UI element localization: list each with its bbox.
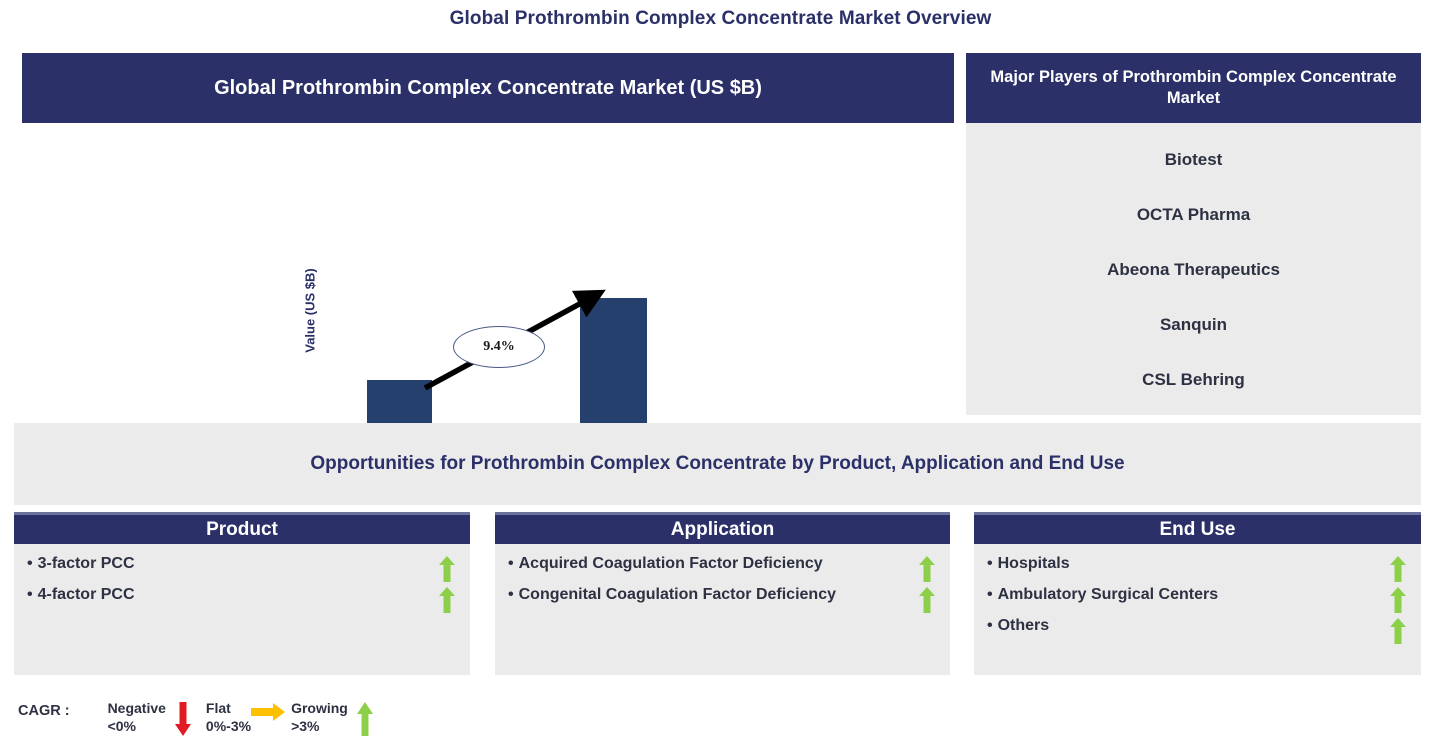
legend-entry-labels: Negative <0% (108, 700, 166, 735)
segment-label-text: Others (997, 617, 1050, 634)
segment-label: • Others (984, 616, 1049, 635)
panel-title-end-use: End Use (1159, 518, 1236, 540)
cagr-value-badge: 9.4% (453, 326, 545, 368)
arrow-right-glyph (251, 703, 286, 721)
chart-plot-area: Value (US $B) 2025 2031 9.4% Source : Lu… (22, 123, 954, 534)
legend-entry-range: <0% (107, 717, 136, 734)
list-item: • Congenital Coagulation Factor Deficienc… (505, 585, 940, 613)
bullet-icon: • (987, 555, 993, 572)
legend-entry-negative: Negative <0% (108, 700, 200, 736)
cagr-value-text: 9.4% (483, 339, 515, 354)
legend-entry-name: Growing (291, 700, 348, 716)
major-players-header: Major Players of Prothrombin Complex Con… (966, 53, 1421, 123)
list-item: • Ambulatory Surgical Centers (984, 585, 1411, 613)
bullet-icon: • (508, 586, 514, 603)
opportunities-banner-title: Opportunities for Prothrombin Complex Co… (310, 453, 1125, 474)
segment-label-text: 3-factor PCC (37, 555, 135, 572)
arrow-up-icon (914, 554, 940, 582)
segment-label: • Hospitals (984, 554, 1070, 573)
arrow-up-icon (434, 585, 460, 613)
arrow-up-icon (914, 585, 940, 613)
segment-label-text: Acquired Coagulation Factor Deficiency (518, 555, 823, 572)
panel-header-product: Product (14, 512, 470, 544)
chart-y-axis-label: Value (US $B) (302, 268, 318, 353)
legend-entry-labels: Flat 0%-3% (206, 700, 251, 735)
market-chart-card: Global Prothrombin Complex Concentrate M… (22, 53, 954, 534)
arrow-up-glyph (1390, 556, 1406, 582)
list-item: • Others (984, 616, 1411, 644)
segment-panel-product: Product • 3-factor PCC • 4-factor PCC (14, 512, 470, 678)
legend-entry-name: Negative (107, 700, 166, 716)
arrow-down-icon (166, 700, 200, 736)
list-item: • Hospitals (984, 554, 1411, 582)
list-item: • Acquired Coagulation Factor Deficiency (505, 554, 940, 582)
panel-body-application: • Acquired Coagulation Factor Deficiency … (495, 544, 950, 675)
panel-body-product: • 3-factor PCC • 4-factor PCC (14, 544, 470, 675)
legend-entry-range: 0%-3% (205, 717, 252, 734)
chart-card-header: Global Prothrombin Complex Concentrate M… (22, 53, 954, 123)
bullet-icon: • (987, 586, 993, 603)
cagr-legend: CAGR : Negative <0% Flat 0%-3% Growing >… (18, 700, 388, 736)
arrow-up-icon (1385, 616, 1411, 644)
cagr-legend-title: CAGR : (18, 703, 70, 719)
legend-entry-name: Flat (205, 700, 231, 716)
panel-header-application: Application (495, 512, 950, 544)
major-players-list: Biotest OCTA Pharma Abeona Therapeutics … (966, 123, 1421, 415)
major-players-card: Major Players of Prothrombin Complex Con… (966, 53, 1421, 415)
panel-body-end-use: • Hospitals • Ambulatory Surgical Centers … (974, 544, 1421, 675)
panel-title-product: Product (206, 518, 278, 540)
arrow-up-icon (1385, 585, 1411, 613)
arrow-up-glyph (1390, 587, 1406, 613)
arrow-up-glyph (919, 556, 935, 582)
chart-card-title: Global Prothrombin Complex Concentrate M… (214, 76, 762, 99)
arrow-up-icon (434, 554, 460, 582)
page-title: Global Prothrombin Complex Concentrate M… (449, 8, 992, 29)
list-item: • 4-factor PCC (24, 585, 460, 613)
arrow-up-glyph (356, 702, 373, 736)
arrow-down-glyph (174, 702, 191, 736)
list-item: • 3-factor PCC (24, 554, 460, 582)
segment-label-text: Ambulatory Surgical Centers (997, 586, 1219, 603)
list-item: Abeona Therapeutics (1107, 260, 1280, 279)
segment-label-text: 4-factor PCC (37, 586, 135, 603)
legend-entry-range: >3% (291, 717, 320, 734)
segment-label-text: Congenital Coagulation Factor Deficiency (518, 586, 836, 603)
arrow-up-glyph (1390, 618, 1406, 644)
list-item: OCTA Pharma (1136, 205, 1251, 224)
legend-entry-flat: Flat 0%-3% (206, 700, 286, 735)
list-item: CSL Behring (1142, 370, 1245, 389)
bullet-icon: • (987, 617, 993, 634)
segment-label: • Congenital Coagulation Factor Deficienc… (505, 585, 836, 604)
segment-panel-application: Application • Acquired Coagulation Factor… (495, 512, 950, 678)
arrow-right-icon (251, 700, 286, 722)
list-item: Biotest (1164, 150, 1223, 169)
legend-entry-growing: Growing >3% (291, 700, 382, 736)
segment-label: • Ambulatory Surgical Centers (984, 585, 1218, 604)
segment-label: • 3-factor PCC (24, 554, 135, 573)
legend-entry-labels: Growing >3% (291, 700, 348, 735)
list-item: Sanquin (1159, 315, 1228, 334)
segment-label-text: Hospitals (997, 555, 1070, 572)
panel-header-end-use: End Use (974, 512, 1421, 544)
arrow-up-glyph (439, 556, 455, 582)
bullet-icon: • (27, 555, 33, 572)
panel-title-application: Application (670, 518, 775, 540)
segment-label: • Acquired Coagulation Factor Deficiency (505, 554, 823, 573)
major-players-title: Major Players of Prothrombin Complex Con… (990, 68, 1397, 107)
arrow-up-icon (348, 700, 382, 736)
segment-panel-end-use: End Use • Hospitals • Ambulatory Surgical … (974, 512, 1421, 678)
arrow-up-glyph (439, 587, 455, 613)
opportunities-banner: Opportunities for Prothrombin Complex Co… (14, 423, 1421, 505)
bullet-icon: • (508, 555, 514, 572)
arrow-up-glyph (919, 587, 935, 613)
segment-label: • 4-factor PCC (24, 585, 135, 604)
arrow-up-icon (1385, 554, 1411, 582)
bullet-icon: • (27, 586, 33, 603)
